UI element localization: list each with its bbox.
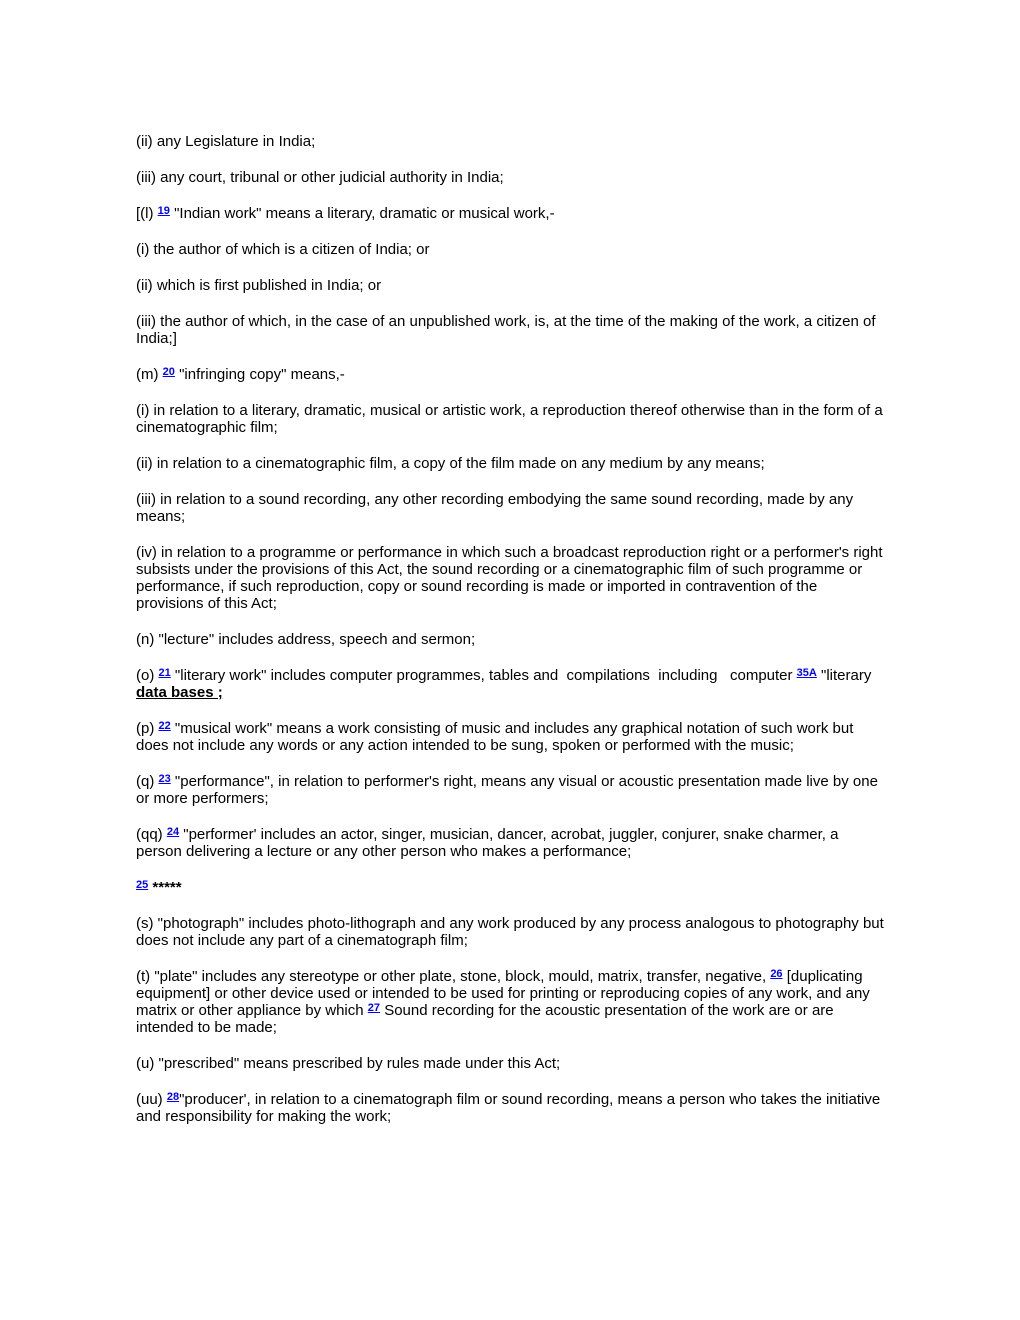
clause-text: "performance", in relation to performer'…	[136, 773, 878, 807]
footnote-ref-27[interactable]: 27	[367, 1002, 381, 1014]
clause-text: [duplicating equipment] or other device …	[136, 968, 870, 1019]
clause-ii-any-legislature: (ii) any Legislature in India;	[136, 133, 316, 150]
clause-s-photograph: (s) "photograph" includes photo-lithogra…	[136, 915, 884, 949]
footnote-ref-35a[interactable]: 35A	[796, 667, 817, 679]
clause-q-performance: (q) 23 "performance", in relation to per…	[136, 773, 884, 807]
clause-text: (t) "plate" includes any stereotype or o…	[136, 968, 771, 985]
clause-t-plate: (t) "plate" includes any stereotype or o…	[136, 968, 884, 1036]
subclause-i-literary-reproduction: (i) in relation to a literary, dramatic,…	[136, 402, 883, 436]
footnote-ref-21[interactable]: 21	[158, 667, 171, 679]
clause-p-musical-work: (p) 22 "musical work" means a work consi…	[136, 720, 884, 754]
clause-text: "producer', in relation to a cinematogra…	[136, 1091, 881, 1125]
footnote-ref-26[interactable]: 26	[770, 968, 783, 980]
clause-n-lecture: (n) "lecture" includes address, speech a…	[136, 631, 476, 648]
clause-uu-producer: (uu) 28"producer', in relation to a cine…	[136, 1091, 884, 1125]
footnote-ref-25[interactable]: 25	[136, 879, 149, 891]
data-bases-emphasis: data bases ;	[136, 684, 223, 701]
subclause-ii-first-published: (ii) which is first published in India; …	[136, 277, 382, 294]
document-page: (ii) any Legislature in India; (iii) any…	[136, 133, 884, 1125]
subclause-iv-broadcast-reproduction: (iv) in relation to a programme or perfo…	[136, 544, 883, 612]
clause-o-literary-work: (o) 21 "literary work" includes computer…	[136, 667, 884, 701]
clause-text: (qq)	[136, 826, 167, 843]
footnote-ref-28[interactable]: 28	[166, 1091, 180, 1103]
clause-iii-any-court: (iii) any court, tribunal or other judic…	[136, 169, 504, 186]
clause-text: [(l)	[136, 205, 158, 222]
footnote-ref-20[interactable]: 20	[162, 366, 175, 378]
footnote-ref-24[interactable]: 24	[166, 826, 180, 838]
clause-text: (m)	[136, 366, 163, 383]
subclause-iii-unpublished-work: (iii) the author of which, in the case o…	[136, 313, 876, 347]
clause-text: (p)	[136, 720, 159, 737]
subclause-iii-sound-recording: (iii) in relation to a sound recording, …	[136, 491, 854, 525]
footnote-ref-23[interactable]: 23	[158, 773, 171, 785]
subclause-ii-film-copy: (ii) in relation to a cinematographic fi…	[136, 455, 765, 472]
clause-text: "musical work" means a work consisting o…	[136, 720, 854, 754]
clause-text: "Indian work" means a literary, dramatic…	[169, 205, 555, 222]
footnote-ref-19[interactable]: 19	[157, 205, 170, 217]
subclause-i-author-citizen: (i) the author of which is a citizen of …	[136, 241, 430, 258]
footnote-ref-22[interactable]: 22	[158, 720, 171, 732]
clause-text: "literary	[816, 667, 876, 684]
clause-text: "infringing copy" means,-	[174, 366, 345, 383]
clause-text: (uu)	[136, 1091, 167, 1108]
omitted-clause-asterisks: 25 *****	[136, 879, 884, 896]
clause-l-indian-work: [(l) 19 "Indian work" means a literary, …	[136, 205, 884, 222]
clause-qq-performer: (qq) 24 "performer' includes an actor, s…	[136, 826, 884, 860]
clause-u-prescribed: (u) "prescribed" means prescribed by rul…	[136, 1055, 561, 1072]
clause-text: "literary work" includes computer progra…	[170, 667, 797, 684]
clause-m-infringing-copy: (m) 20 "infringing copy" means,-	[136, 366, 884, 383]
clause-text: (q)	[136, 773, 159, 790]
asterisks-text: *****	[148, 879, 182, 896]
clause-text: Sound recording for the acoustic present…	[136, 1002, 834, 1036]
clause-text: (o)	[136, 667, 159, 684]
clause-text: "performer' includes an actor, singer, m…	[136, 826, 839, 860]
